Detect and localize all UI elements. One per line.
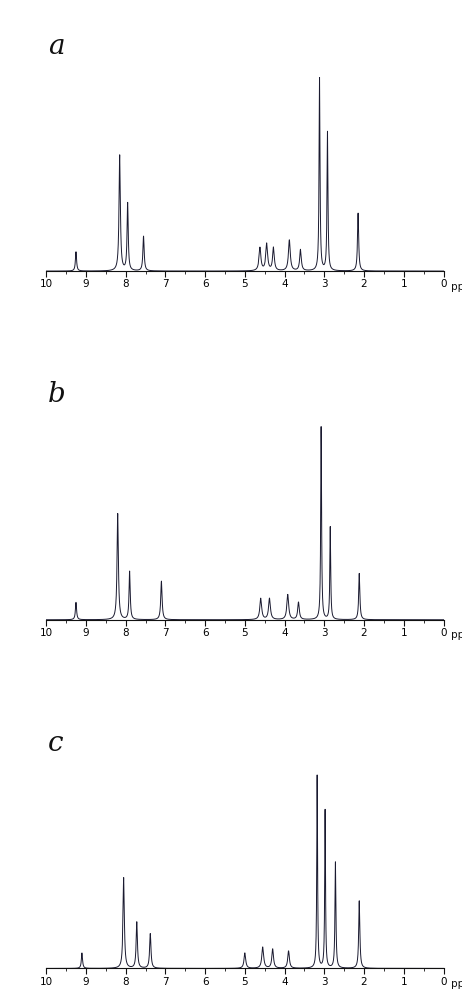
Text: a: a [48, 33, 65, 60]
Text: ppm: ppm [450, 282, 462, 292]
Text: ppm: ppm [450, 630, 462, 640]
Text: c: c [48, 730, 64, 757]
Text: ppm: ppm [450, 979, 462, 989]
Text: b: b [48, 381, 66, 408]
